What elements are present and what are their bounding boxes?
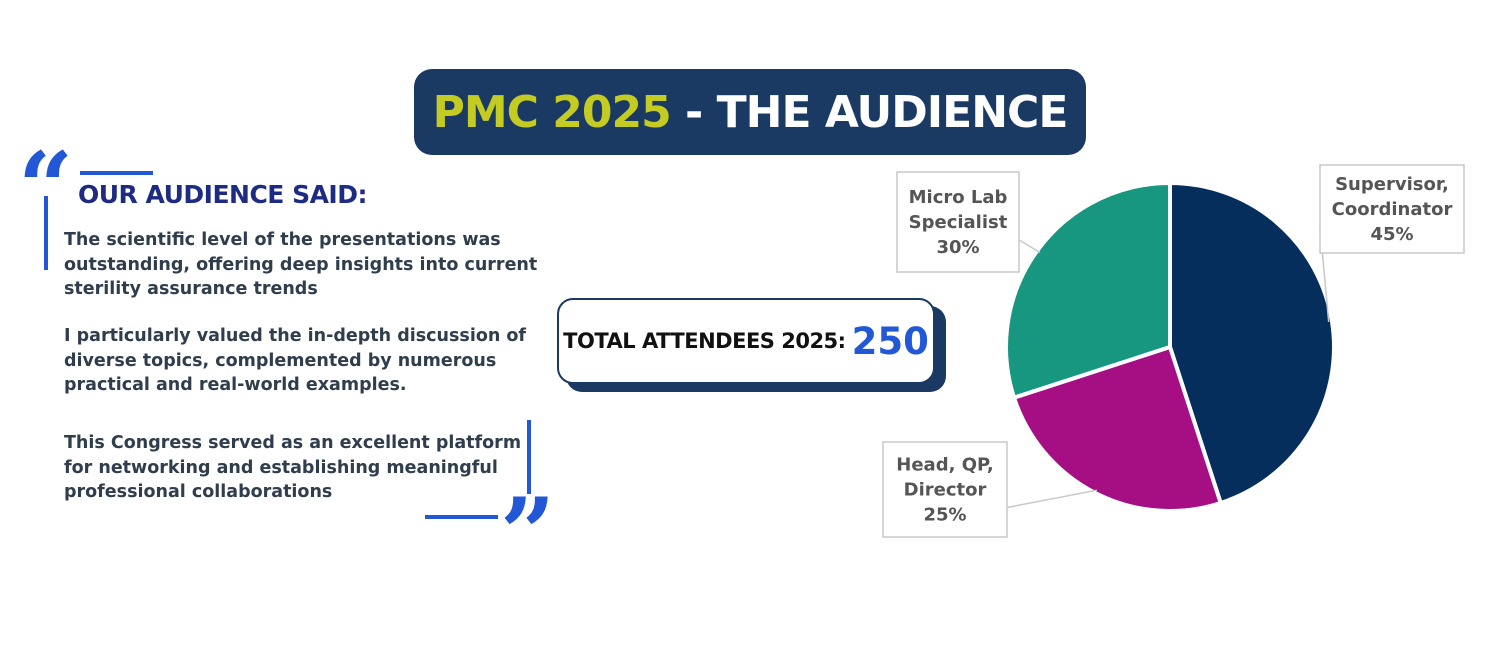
quote-rule-top <box>80 171 153 175</box>
total-attendees-label: TOTAL ATTENDEES 2025: <box>563 329 846 353</box>
testimonial-quote: This Congress served as an excellent pla… <box>64 433 522 502</box>
close-quote-icon: ” <box>500 477 556 590</box>
data-label-category: Director <box>904 480 987 501</box>
audience-heading: OUR AUDIENCE SAID: <box>78 180 367 209</box>
callout-box-supervisor-coordinator <box>1319 164 1465 254</box>
data-label-value: 30% <box>936 237 979 258</box>
data-label-category: Micro Lab <box>909 187 1008 208</box>
pie-slice-head-qp-director <box>1012 345 1223 513</box>
testimonial-quote: I particularly valued the in-depth discu… <box>64 326 527 395</box>
title-separator: - <box>670 86 717 138</box>
data-label-category: Specialist <box>909 212 1008 233</box>
total-attendees-value: 250 <box>851 319 929 363</box>
pie-slice-supervisor-coordinator <box>1168 181 1336 505</box>
data-label-value: 25% <box>923 505 966 526</box>
callout-leader-head-qp-director <box>1006 489 1098 509</box>
testimonial-quote: The scientific level of the presentation… <box>64 230 538 299</box>
callout-box-head-qp-director <box>882 441 1008 538</box>
title-main: THE AUDIENCE <box>716 86 1069 138</box>
quote-rule-left <box>44 196 48 270</box>
title-accent: PMC 2025 <box>432 86 672 138</box>
quote-rule-right <box>527 420 531 494</box>
callout-leader-micro-lab-specialist <box>1018 239 1041 254</box>
quote-rule-bottom <box>425 515 498 519</box>
callout-box-micro-lab-specialist <box>896 171 1020 273</box>
data-label-category: Head, QP, <box>896 455 993 476</box>
data-label-category: Coordinator <box>1332 199 1453 220</box>
data-label-category: Supervisor, <box>1335 174 1449 195</box>
total-attendees-box: TOTAL ATTENDEES 2025: 250 <box>557 298 935 384</box>
data-label-value: 45% <box>1370 224 1413 245</box>
title-banner: PMC 2025 - THE AUDIENCE <box>414 69 1086 155</box>
audience-pie-chart: Supervisor, Coordinator 45% Head, QP, Direct… <box>882 164 1465 538</box>
